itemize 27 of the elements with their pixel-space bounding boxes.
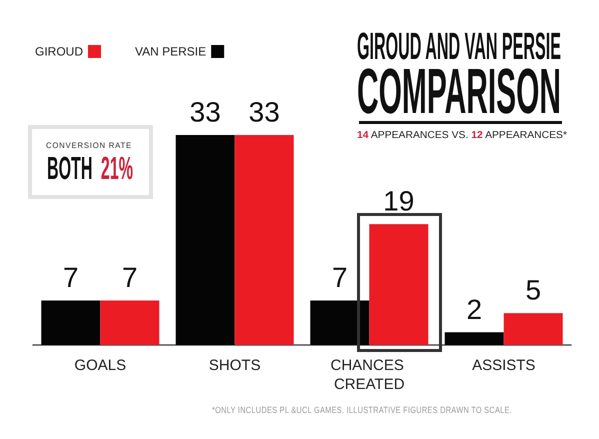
data-label: 33 — [190, 96, 221, 128]
data-label: 5 — [525, 274, 542, 306]
data-label: 19 — [383, 186, 414, 217]
annotation: CONVERSION RATE — [46, 141, 132, 150]
bar — [369, 224, 428, 345]
chart-title: GIROUD AND VAN PERSIE COMPARISON — [357, 26, 561, 127]
data-label: 7 — [62, 262, 79, 293]
legend-label: GIROUD — [35, 44, 84, 58]
x-tick-label: ASSISTS — [472, 357, 536, 374]
x-tick-label: CHANCES CREATED — [330, 357, 408, 393]
x-tick-label: SHOTS — [208, 357, 261, 374]
bar — [504, 313, 563, 345]
data-label: 7 — [122, 262, 138, 293]
bar — [100, 300, 160, 345]
x-tick-label: GOALS — [74, 357, 126, 374]
bar — [310, 300, 370, 345]
data-label: 2 — [466, 294, 482, 325]
legend-label: VAN PERSIE — [134, 44, 206, 58]
bar — [234, 135, 294, 345]
data-label: 33 — [248, 96, 280, 128]
bar — [176, 135, 235, 345]
chart-subtitle: 14 APPEARANCES VS. 12 APPEARANCES* — [357, 130, 567, 141]
data-label: 7 — [332, 262, 348, 293]
text: *ONLY INCLUDES PL &UCL GAMES. ILLUSTRATIVE FIGURES DRAWN TO SCALE. — [212, 405, 512, 415]
annotation: BOTH 21% — [47, 150, 133, 186]
bar — [41, 300, 100, 345]
bar — [444, 332, 504, 345]
